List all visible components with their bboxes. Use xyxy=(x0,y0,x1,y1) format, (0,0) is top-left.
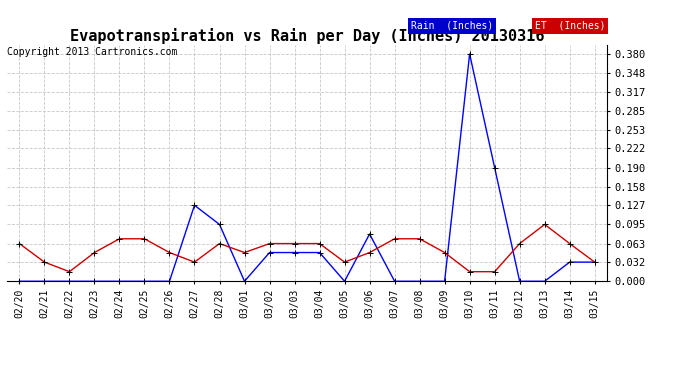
Title: Evapotranspiration vs Rain per Day (Inches) 20130316: Evapotranspiration vs Rain per Day (Inch… xyxy=(70,28,544,44)
Text: ET  (Inches): ET (Inches) xyxy=(535,21,605,31)
Text: Rain  (Inches): Rain (Inches) xyxy=(411,21,493,31)
Text: Copyright 2013 Cartronics.com: Copyright 2013 Cartronics.com xyxy=(7,47,177,57)
